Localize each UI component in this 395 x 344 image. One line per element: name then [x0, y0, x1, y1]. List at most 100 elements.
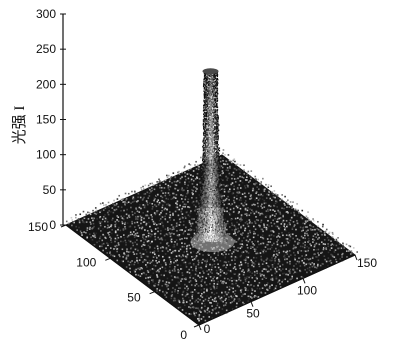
- peak-speck: [220, 229, 223, 232]
- surface-speck: [169, 235, 172, 238]
- surface-speck: [141, 234, 144, 236]
- peak-speck: [213, 139, 216, 142]
- peak-speck: [206, 98, 209, 101]
- surface-speck: [273, 262, 276, 265]
- peak-speck: [204, 114, 206, 117]
- peak-speck: [220, 198, 222, 200]
- peak-speck: [219, 205, 221, 208]
- surface-speck: [326, 236, 329, 239]
- surface-speck: [122, 234, 125, 236]
- surface-speck: [274, 287, 277, 290]
- peak-speck: [212, 239, 214, 242]
- peak-speck: [206, 152, 209, 154]
- surface-speck: [253, 248, 256, 251]
- surface-speck: [131, 260, 133, 262]
- surface-speck: [312, 218, 314, 220]
- peak-speck: [219, 179, 221, 181]
- surface-speck: [235, 279, 238, 282]
- surface-speck: [147, 215, 150, 217]
- surface-speck: [268, 234, 271, 237]
- surface-speck: [223, 209, 225, 211]
- peak-speck: [201, 159, 204, 162]
- peak-speck: [204, 115, 207, 118]
- peak-speck: [218, 220, 220, 222]
- peak-speck: [202, 217, 205, 220]
- surface-speck: [242, 177, 245, 179]
- surface-speck: [262, 242, 265, 245]
- surface-speck: [230, 277, 233, 279]
- surface-speck: [132, 244, 135, 247]
- surface-speck: [239, 267, 242, 270]
- surface-speck: [166, 174, 168, 177]
- peak-speck: [204, 159, 207, 161]
- peak-speck: [203, 232, 206, 235]
- surface-speck: [186, 253, 189, 256]
- peak-speck: [213, 175, 216, 177]
- surface-speck: [286, 280, 289, 283]
- surface-speck: [182, 189, 185, 192]
- surface-speck: [203, 272, 205, 274]
- peak-speck: [216, 232, 219, 235]
- surface-speck: [122, 218, 125, 221]
- peak-speck: [200, 193, 203, 196]
- surface-speck: [260, 219, 263, 222]
- surface-speck: [257, 234, 259, 236]
- peak-speck: [200, 174, 203, 177]
- peak-speck: [210, 128, 212, 131]
- peak-speck: [214, 178, 216, 180]
- peak-speck: [210, 129, 212, 132]
- surface-speck: [186, 285, 188, 288]
- surface-speck: [125, 257, 128, 259]
- peak-speck: [203, 130, 206, 133]
- peak-speck: [216, 197, 218, 199]
- peak-speck: [214, 166, 217, 168]
- peak-speck: [209, 195, 211, 197]
- surface-speck: [210, 279, 213, 282]
- peak-speck: [203, 154, 206, 157]
- surface-speck: [289, 268, 291, 271]
- surface-speck: [156, 257, 158, 259]
- y-tick-label: 50: [127, 291, 141, 305]
- peak-speck: [207, 239, 210, 241]
- surface-speck: [220, 175, 222, 177]
- surface-speck: [164, 218, 167, 220]
- peak-speck: [199, 204, 201, 206]
- surface-speck: [186, 187, 189, 189]
- surface-speck: [135, 273, 137, 276]
- surface-speck: [345, 243, 348, 246]
- surface-speck: [198, 249, 200, 252]
- peak-speck: [219, 208, 221, 211]
- peak-speck: [219, 226, 221, 229]
- surface-speck: [142, 204, 145, 206]
- surface-speck: [170, 275, 173, 277]
- surface-speck: [214, 266, 217, 268]
- surface-speck: [297, 252, 300, 254]
- peak-speck: [208, 215, 210, 218]
- peak-speck: [211, 105, 213, 108]
- surface-speck: [306, 271, 308, 274]
- peak-speck: [213, 214, 216, 217]
- peak-speck: [215, 155, 217, 158]
- surface-speck: [129, 271, 131, 273]
- peak-speck: [207, 166, 210, 168]
- peak-speck: [216, 159, 218, 162]
- surface-speck: [298, 249, 301, 252]
- peak-speck: [213, 207, 215, 210]
- surface-speck: [233, 178, 236, 180]
- peak-speck: [207, 118, 210, 120]
- surface-speck: [267, 194, 270, 196]
- surface-speck: [330, 240, 332, 242]
- peak-speck: [206, 220, 209, 222]
- peak-speck: [207, 170, 209, 172]
- peak-speck: [201, 227, 203, 230]
- surface-speck: [341, 252, 344, 255]
- surface-speck: [185, 255, 188, 258]
- peak-speck: [202, 132, 205, 134]
- peak-speck: [216, 228, 218, 230]
- surface-speck: [185, 250, 188, 253]
- surface-speck: [192, 255, 195, 258]
- peak-speck: [219, 238, 221, 240]
- surface-speck: [236, 217, 239, 219]
- surface-speck: [276, 236, 278, 238]
- surface-speck: [264, 246, 267, 248]
